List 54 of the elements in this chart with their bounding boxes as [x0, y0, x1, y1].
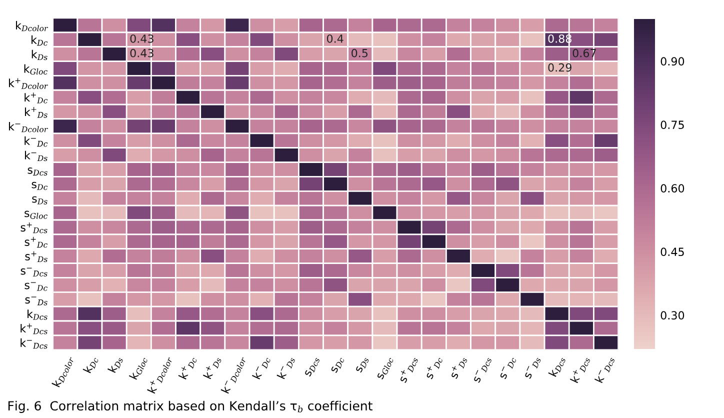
x-tick-label: k$_{Gloc}$ [128, 355, 148, 381]
x-tick-label: k$^{−}$$_{Dcs}$ [594, 355, 616, 384]
x-tick-label: s$_{Ds}$ [355, 356, 370, 374]
x-tick-label: s$^{+}$$_{Dcs}$ [397, 355, 418, 384]
y-tick-label: s$_{Dcs}$ [28, 167, 48, 176]
x-tick-label: k$^{+}$$_{Dcolor}$ [146, 354, 173, 394]
y-tick-label: s$^{−}$$_{Dc}$ [24, 282, 48, 291]
color-bar-label: 0.60 [660, 184, 684, 193]
y-tick-label: s$^{+}$$_{Ds}$ [25, 251, 48, 262]
y-tick-label: k$^{+}$$_{Dcolor}$ [9, 78, 48, 89]
x-tick-label: s$^{−}$$_{Dcs}$ [473, 356, 492, 384]
y-tick-label: k$^{+}$$_{Dc}$ [24, 92, 48, 104]
y-tick-label: s$_{Ds}$ [32, 196, 48, 204]
x-tick-label: s$^{+}$$_{Dc}$ [424, 355, 444, 380]
x-tick-label: k$_{Ds}$ [108, 355, 124, 374]
x-tick-label: k$^{−}$$_{Dc}$ [252, 355, 271, 380]
y-tick-label: k$_{Dcs}$ [28, 310, 48, 320]
caption: Fig. 6 Correlation matrix based on Kendall’s τ$_{b}$ coefficient [8, 400, 372, 413]
x-tick-label: s$_{Dcs}$ [304, 356, 320, 378]
y-tick-label: s$_{Dc}$ [32, 182, 48, 190]
x-tick-label: s$^{−}$$_{Ds}$ [524, 356, 542, 380]
color-bar-label: 0.45 [660, 248, 684, 256]
y-tick-label: k$^{+}$$_{Ds}$ [25, 107, 48, 118]
x-tick-label: s$^{+}$$_{Ds}$ [448, 355, 468, 380]
color-bar-label: 0.75 [660, 120, 684, 130]
x-tick-label: s$^{−}$$_{Dc}$ [499, 356, 517, 380]
data-label: 0.5 [352, 48, 368, 58]
y-tick-label: s$^{+}$$_{Dcs}$ [20, 222, 48, 234]
color-bar-label: 0.30 [660, 311, 684, 320]
y-tick-label: k$^{+}$$_{Dcs}$ [20, 324, 48, 334]
y-tick-label: k$_{Dcolor}$ [16, 20, 48, 32]
x-tick-label: k$^{+}$$_{Dcs}$ [569, 355, 591, 384]
x-tick-label: k$^{+}$$_{Dc}$ [178, 354, 198, 380]
y-tick-label: s$^{−}$$_{Ds}$ [25, 296, 48, 306]
x-tick-label: k$_{Dcs}$ [548, 355, 566, 378]
y-tick-label: k$^{−}$$_{Dcs}$ [20, 338, 48, 349]
y-tick-label: k$^{−}$$_{Dc}$ [24, 136, 48, 147]
x-tick-label: k$^{−}$$_{Dcolor}$ [220, 354, 247, 394]
x-tick-label: k$^{+}$$_{Ds}$ [202, 355, 222, 380]
y-tick-label: s$^{+}$$_{Dc}$ [24, 236, 48, 248]
data-label: 0.29 [548, 63, 572, 72]
y-tick-label: s$_{Gloc}$ [24, 210, 48, 219]
y-tick-label: k$_{Ds}$ [32, 50, 48, 60]
y-tick-label: k$^{−}$$_{Ds}$ [25, 150, 48, 162]
x-tick-label: s$_{Gloc}$ [376, 356, 394, 380]
x-tick-label: s$_{Dc}$ [330, 356, 345, 374]
data-label: 0.4 [326, 34, 344, 43]
y-tick-label: k$_{Gloc}$ [24, 64, 48, 75]
color-bar-label: 0.90 [660, 57, 684, 66]
x-tick-label: k$_{Dc}$ [82, 355, 99, 374]
y-tick-label: s$^{−}$$_{Dcs}$ [20, 268, 48, 276]
y-tick-label: k$_{Dc}$ [32, 35, 48, 46]
y-tick-label: k$^{−}$$_{Dcolor}$ [9, 122, 48, 132]
x-tick-label: k$^{−}$$_{Ds}$ [276, 355, 296, 380]
